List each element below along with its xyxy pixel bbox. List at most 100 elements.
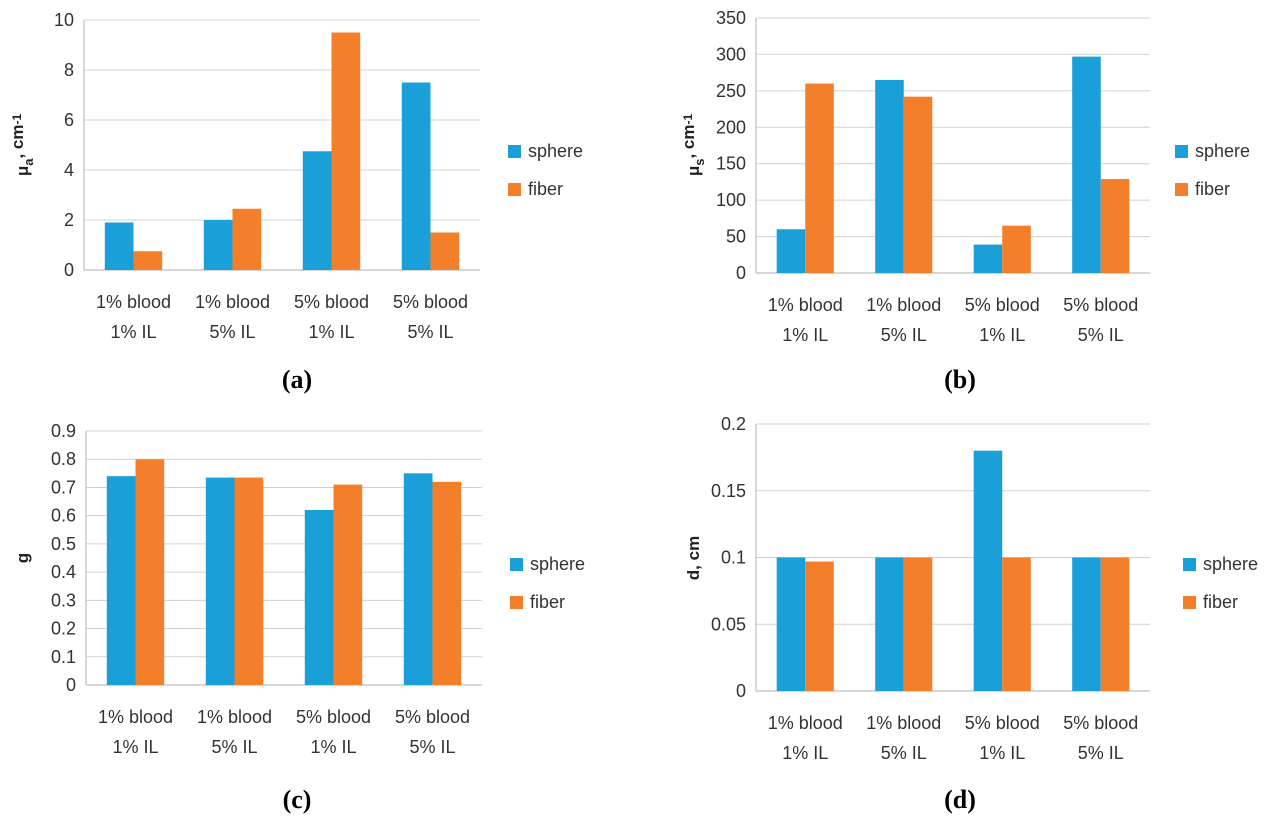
y-tick-label: 300 — [716, 44, 746, 64]
bar-fiber — [432, 481, 462, 685]
legend-swatch-sphere — [1183, 558, 1196, 571]
bar-fiber — [135, 459, 165, 685]
bar-fiber — [1002, 557, 1031, 691]
x-category-label: 1% IL — [112, 737, 158, 757]
chart-panel: 0 50 100 150 200 250 300 350 1% blood 1% IL 1% blo… — [679, 8, 1250, 394]
y-tick-label: 0.05 — [711, 614, 746, 634]
x-category-label: 5% blood — [395, 707, 470, 727]
y-axis-label-part: , cm — [679, 125, 698, 159]
legend-label: fiber — [528, 179, 563, 199]
y-tick-label: 150 — [716, 154, 746, 174]
y-tick-label: 4 — [64, 160, 74, 180]
y-axis-label-part: s — [692, 159, 707, 166]
x-category-label: 5% blood — [965, 713, 1040, 733]
chart-panel: 0 2 4 6 8 10 1% blood 1% IL 1% blood 5% IL 5% bloo… — [8, 10, 583, 394]
y-axis-label-part: μ — [13, 166, 32, 176]
y-axis-label-part: μ — [684, 166, 703, 176]
y-tick-label: 0.4 — [51, 562, 76, 582]
y-tick-label: 0.5 — [51, 534, 76, 554]
y-axis-label-part: d, cm — [684, 536, 703, 580]
bar-sphere — [104, 222, 134, 270]
panel-label: (c) — [283, 785, 312, 814]
x-category-label: 5% IL — [409, 737, 455, 757]
x-category-label: 1% blood — [96, 292, 171, 312]
y-tick-label: 200 — [716, 117, 746, 137]
x-category-label: 5% IL — [407, 322, 453, 342]
y-axis-label: g — [13, 553, 32, 563]
bar-sphere — [304, 510, 334, 685]
y-tick-label: 0.1 — [721, 548, 746, 568]
panel-label: (a) — [282, 365, 312, 394]
bar-fiber — [805, 83, 834, 273]
bar-sphere — [106, 476, 136, 685]
y-tick-label: 50 — [726, 227, 746, 247]
x-category-label: 1% blood — [768, 295, 843, 315]
y-axis-label-part: , cm — [8, 125, 27, 159]
y-tick-label: 250 — [716, 81, 746, 101]
y-axis-label: μs, cm-1 — [679, 114, 707, 177]
legend-label: sphere — [1203, 554, 1258, 574]
chart-panel: 0 0.1 0.2 0.3 0.4 0.5 0.6 0.7 0.8 0.9 1% blood 1% I… — [13, 421, 585, 814]
bar-sphere — [1072, 56, 1101, 273]
legend-swatch-fiber — [508, 183, 521, 196]
legend-swatch-fiber — [1183, 596, 1196, 609]
bar-sphere — [875, 79, 904, 273]
x-category-label: 5% blood — [296, 707, 371, 727]
bar-sphere — [302, 151, 332, 270]
x-category-label: 5% IL — [881, 325, 927, 345]
y-axis-label-part: -1 — [681, 114, 695, 125]
bar-sphere — [203, 220, 233, 270]
x-category-label: 1% blood — [866, 713, 941, 733]
x-category-label: 1% IL — [110, 322, 156, 342]
y-axis-label: d, cm — [684, 536, 703, 580]
bar-fiber — [1100, 179, 1130, 273]
x-category-label: 1% IL — [310, 737, 356, 757]
legend-swatch-fiber — [510, 596, 523, 609]
y-tick-label: 0.2 — [721, 414, 746, 434]
y-tick-label: 8 — [64, 60, 74, 80]
y-tick-label: 0 — [736, 681, 746, 701]
bar-sphere — [875, 557, 904, 691]
x-category-label: 5% blood — [393, 292, 468, 312]
bar-sphere — [776, 229, 806, 273]
x-category-label: 1% IL — [308, 322, 354, 342]
x-category-label: 5% blood — [1063, 295, 1138, 315]
bar-fiber — [1100, 557, 1130, 691]
y-tick-label: 0 — [64, 260, 74, 280]
legend-label: sphere — [1195, 141, 1250, 161]
y-tick-label: 0.2 — [51, 619, 76, 639]
y-tick-label: 10 — [54, 10, 74, 30]
y-axis-label-part: a — [21, 158, 36, 166]
x-category-label: 5% IL — [881, 743, 927, 763]
bar-sphere — [1072, 557, 1101, 691]
bar-fiber — [133, 251, 163, 270]
x-category-label: 5% IL — [1078, 325, 1124, 345]
bar-fiber — [333, 484, 363, 685]
y-tick-label: 2 — [64, 210, 74, 230]
x-category-label: 1% IL — [979, 325, 1025, 345]
bar-fiber — [805, 561, 834, 691]
x-category-label: 1% blood — [866, 295, 941, 315]
bar-fiber — [1002, 225, 1031, 273]
y-axis-label-part: g — [13, 553, 32, 563]
y-tick-label: 0 — [66, 675, 76, 695]
legend-swatch-fiber — [1175, 183, 1188, 196]
y-tick-label: 0.3 — [51, 590, 76, 610]
legend-label: sphere — [530, 554, 585, 574]
x-category-label: 5% IL — [209, 322, 255, 342]
bar-sphere — [401, 82, 431, 270]
bar-fiber — [232, 208, 262, 270]
bar-fiber — [234, 477, 264, 685]
y-tick-label: 0.8 — [51, 449, 76, 469]
legend-swatch-sphere — [510, 558, 523, 571]
y-tick-label: 0.1 — [51, 647, 76, 667]
chart-panel: 0 0.05 0.1 0.15 0.2 1% blood 1% IL 1% blood 5% I… — [684, 414, 1258, 814]
y-tick-label: 0.9 — [51, 421, 76, 441]
bar-sphere — [205, 477, 235, 685]
x-category-label: 5% blood — [965, 295, 1040, 315]
bar-fiber — [331, 32, 361, 270]
bar-fiber — [903, 557, 933, 691]
legend-swatch-sphere — [508, 145, 521, 158]
x-category-label: 5% blood — [1063, 713, 1138, 733]
